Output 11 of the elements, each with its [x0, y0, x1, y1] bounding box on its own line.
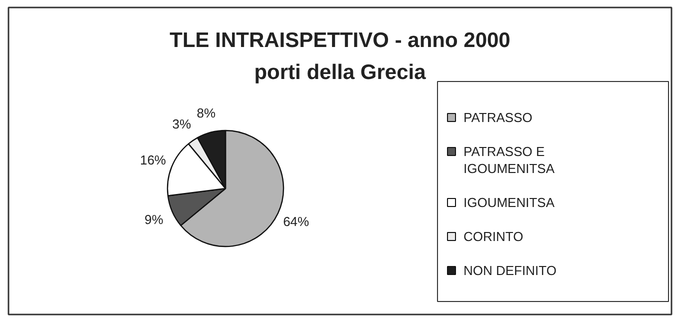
legend-label: CORINTO — [464, 229, 524, 244]
data-label: 9% — [144, 212, 164, 227]
legend-label: IGOUMENITSA — [464, 195, 555, 210]
data-label: 16% — [140, 152, 166, 168]
legend-label: PATRASSO — [464, 110, 532, 125]
legend-label: PATRASSO E IGOUMENITSA — [464, 144, 555, 176]
data-label: 64% — [283, 214, 310, 230]
chart-title: TLE INTRAISPETTIVO - anno 2000 porti della Grecia — [170, 29, 510, 84]
data-label: 3% — [172, 116, 192, 132]
data-label: 8% — [196, 105, 216, 120]
legend-label: NON DEFINITO — [464, 263, 556, 278]
